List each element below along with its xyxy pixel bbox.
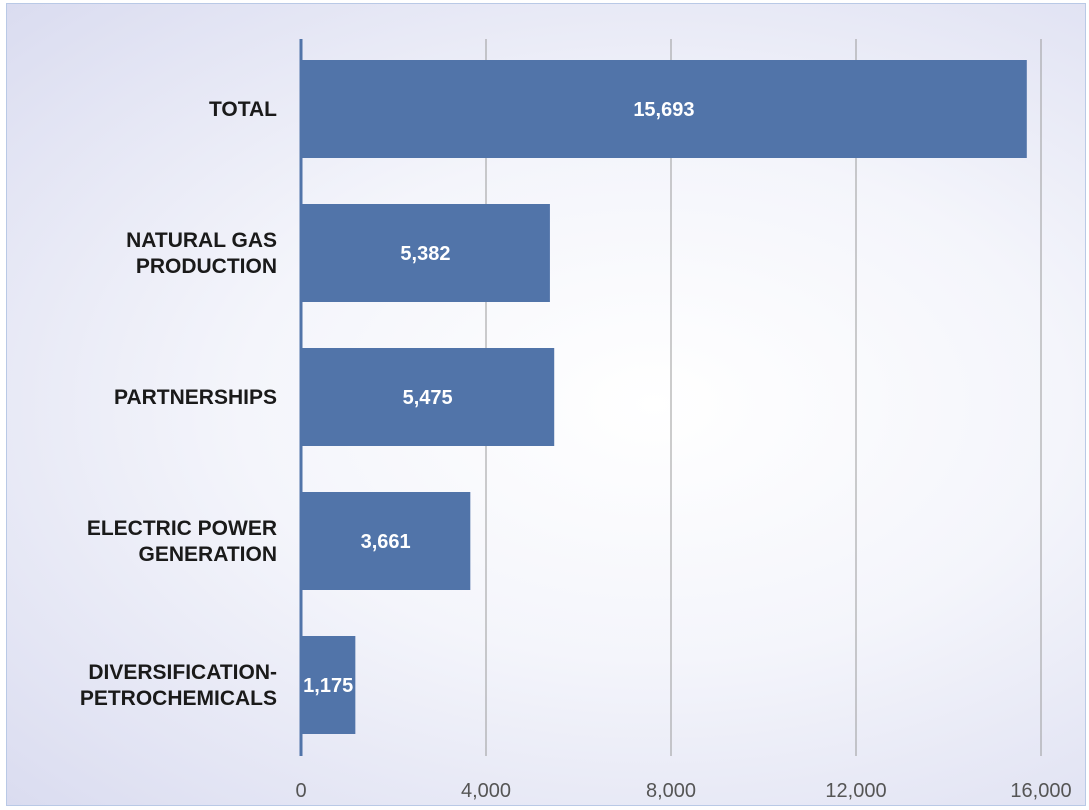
bar: [301, 636, 356, 734]
x-tick-label: 4,000: [461, 780, 511, 802]
data-label: 3,661: [361, 531, 411, 553]
data-label: 1,175: [303, 675, 353, 697]
labels: 0 4,000 8,000 12,000 16,000 TOTAL 15,693 NATURA…: [80, 98, 1072, 802]
bar: [301, 492, 471, 590]
x-tick-label: 0: [295, 780, 306, 802]
x-tick-label: 16,000: [1010, 780, 1071, 802]
category-label: DIVERSIFICATION-PETROCHEMICALS: [80, 661, 277, 710]
bar-chart: 0 4,000 8,000 12,000 16,000 TOTAL 15,693 NATURA…: [80, 39, 1072, 802]
x-tick-label: 8,000: [646, 780, 696, 802]
data-label: 15,693: [633, 99, 694, 121]
category-label: NATURAL GAS PRODUCTION: [126, 229, 277, 278]
bar: [301, 348, 555, 446]
category-label: ELECTRIC POWER GENERATION: [87, 517, 277, 566]
data-label: 5,382: [400, 243, 450, 265]
bar: [301, 60, 1027, 158]
category-label: PARTNERSHIPS: [114, 386, 277, 409]
bars: [301, 60, 1027, 734]
x-tick-label: 12,000: [825, 780, 886, 802]
chart-area: 0 4,000 8,000 12,000 16,000 TOTAL 15,693 NATURA…: [6, 3, 1086, 806]
bar: [301, 204, 550, 302]
category-label: TOTAL: [209, 98, 277, 121]
data-label: 5,475: [403, 387, 453, 409]
